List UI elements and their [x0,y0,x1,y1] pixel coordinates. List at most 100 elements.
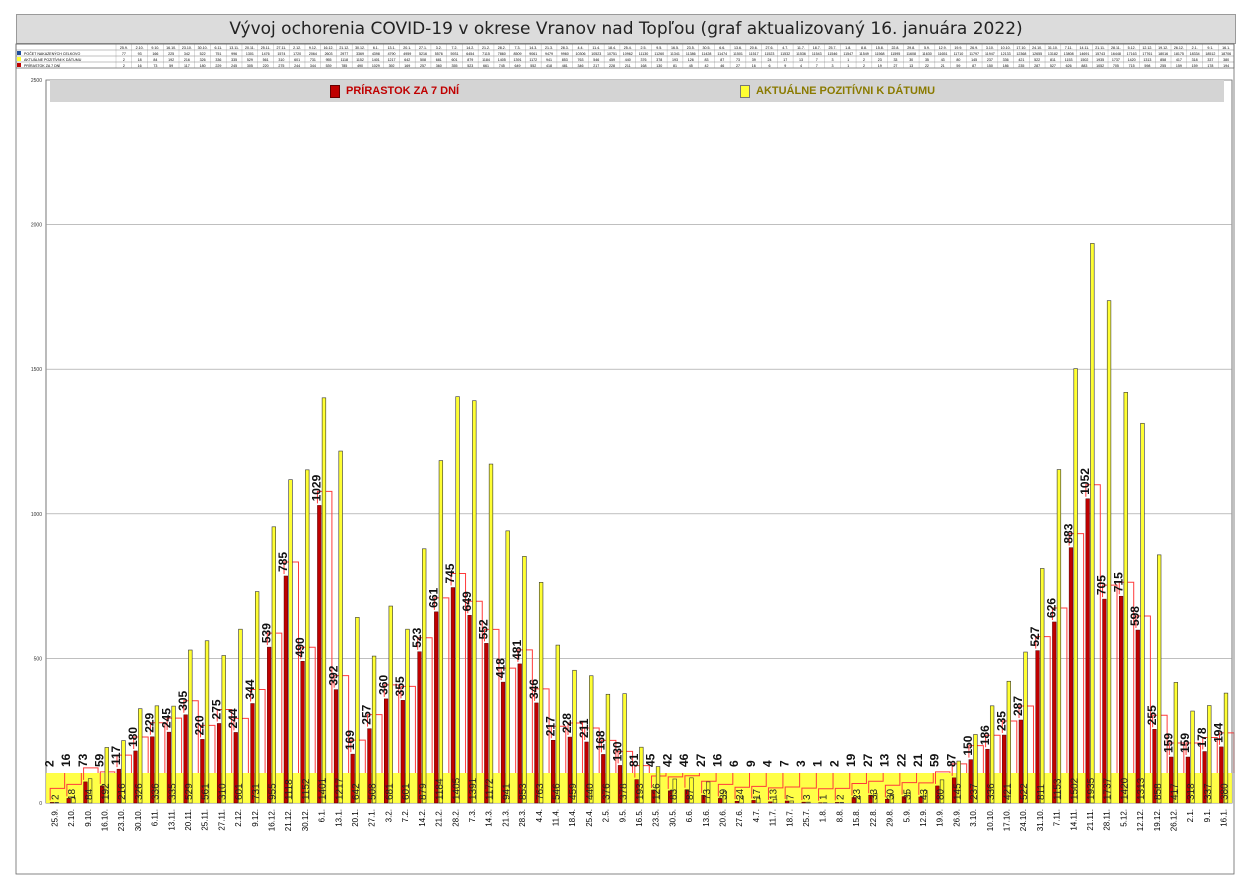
table-cell: 11517 [749,52,759,56]
data-label-weekly: 244 [226,708,240,728]
bar-weekly [1035,650,1040,804]
table-header-cell: 25.11. [261,46,271,50]
x-tick-label: 16.1. [1220,809,1229,827]
y-tick-label: 500 [34,656,43,662]
table-cell: 378 [656,58,662,62]
bar-weekly [434,611,439,804]
table-cell: 275 [278,64,284,68]
bar-active [1073,368,1078,804]
table-cell: 7 [816,64,818,68]
bar-weekly [1118,595,1124,804]
table-cell: 1153 [1065,58,1073,62]
bar-weekly [1185,756,1190,804]
table-cell: 879 [467,58,473,62]
table-cell: 145 [971,58,977,62]
data-label-weekly: 130 [610,741,624,761]
data-label-weekly: 355 [393,676,407,696]
data-label-active: 1 [819,794,830,800]
table-header-cell: 4.4. [578,46,584,50]
bar-active [589,675,594,804]
data-label-weekly: 275 [209,699,223,719]
table-cell: 418 [546,64,552,68]
x-tick-label: 10.10. [986,809,995,831]
data-label-active: 601 [234,783,245,800]
data-label-weekly: 490 [293,637,307,657]
bar-active [989,705,995,804]
bar-active [288,479,293,804]
table-cell: 5216 [419,52,427,56]
table-cell: 93 [138,52,142,56]
data-label-weekly: 527 [1028,626,1042,646]
data-label-active: 326 [134,783,145,800]
table-header-cell: 28.3. [561,46,569,50]
table-header-cell: 28.2. [498,46,506,50]
table-cell: 126 [688,58,694,62]
table-header-cell: 13.11. [229,46,239,50]
bar-weekly-outline [49,773,66,801]
data-label-active: 731 [251,783,262,800]
bar-weekly [400,700,405,804]
bar-weekly [66,798,71,804]
data-label-weekly: 745 [443,563,457,583]
x-tick-label: 30.5. [668,809,677,827]
table-header-cell: 13.6. [734,46,742,50]
table-cell: 11536 [796,52,806,56]
table-cell: 17761 [1142,52,1152,56]
bar-weekly [901,796,907,804]
data-label-weekly: 626 [1045,598,1059,618]
table-cell: 216 [184,58,190,62]
table-cell: 73 [153,64,157,68]
table-cell: 11547 [843,52,853,56]
chart-title-bar: Vývoj ochorenia COVID-19 v okrese Vranov… [16,14,1236,44]
table-cell: 2603 [325,52,333,56]
x-tick-label: 21.3. [501,809,510,827]
data-label-weekly: 360 [376,675,390,695]
bar-weekly-outline [684,773,700,788]
table-cell: 1 [847,58,849,62]
table-cell: 13 [799,58,803,62]
table-cell: 715 [1129,64,1135,68]
data-label-weekly: 186 [978,725,992,745]
table-header-cell: 7.2. [452,46,458,50]
data-label-weekly: 117 [109,745,123,765]
data-label-active: 380 [1220,783,1231,800]
data-label-weekly: 217 [543,716,557,736]
data-label-active: 23 [852,788,863,800]
data-label-active: 1420 [1119,777,1130,800]
x-tick-label: 7.2. [401,809,410,822]
table-cell: 59 [956,64,960,68]
x-tick-label: 18.4. [568,809,577,827]
table-cell: 59 [169,64,173,68]
data-label-weekly: 785 [276,552,290,572]
bar-weekly-outline [784,773,801,799]
bar-weekly [868,794,873,804]
data-label-active: 1152 [301,778,312,800]
bar-active [522,556,527,804]
table-cell: 84 [153,58,157,62]
bar-active [321,397,327,804]
data-label-weekly: 9 [744,760,758,767]
data-label-active: 87 [685,788,696,800]
data-label-weekly: 87 [944,753,958,767]
bar-active [54,802,59,804]
bar-weekly [667,790,673,804]
bar-active [873,793,878,804]
table-cell: 661 [483,64,489,68]
data-label-active: 336 [151,783,162,800]
data-label-active: 417 [1170,783,1181,800]
data-label-active: 1502 [1069,777,1080,800]
data-label-active: 546 [551,783,562,800]
table-cell: 336 [215,58,221,62]
data-label-weekly: 245 [159,708,173,728]
bar-weekly-outline [66,773,82,797]
table-header-cell: 27.6. [765,46,773,50]
bar-active [1223,692,1229,804]
table-cell: 11710 [954,52,964,56]
data-label-active: 7 [785,794,796,800]
legend-label-active: AKTUÁLNE POZITÍVNI K DÁTUMU [756,85,936,97]
bar-weekly-outline [734,773,751,800]
x-tick-label: 4.7. [752,809,761,822]
table-header-cell: 9.1. [1207,46,1213,50]
x-tick-label: 20.1. [351,809,360,827]
table-cell: 10523 [591,52,601,56]
